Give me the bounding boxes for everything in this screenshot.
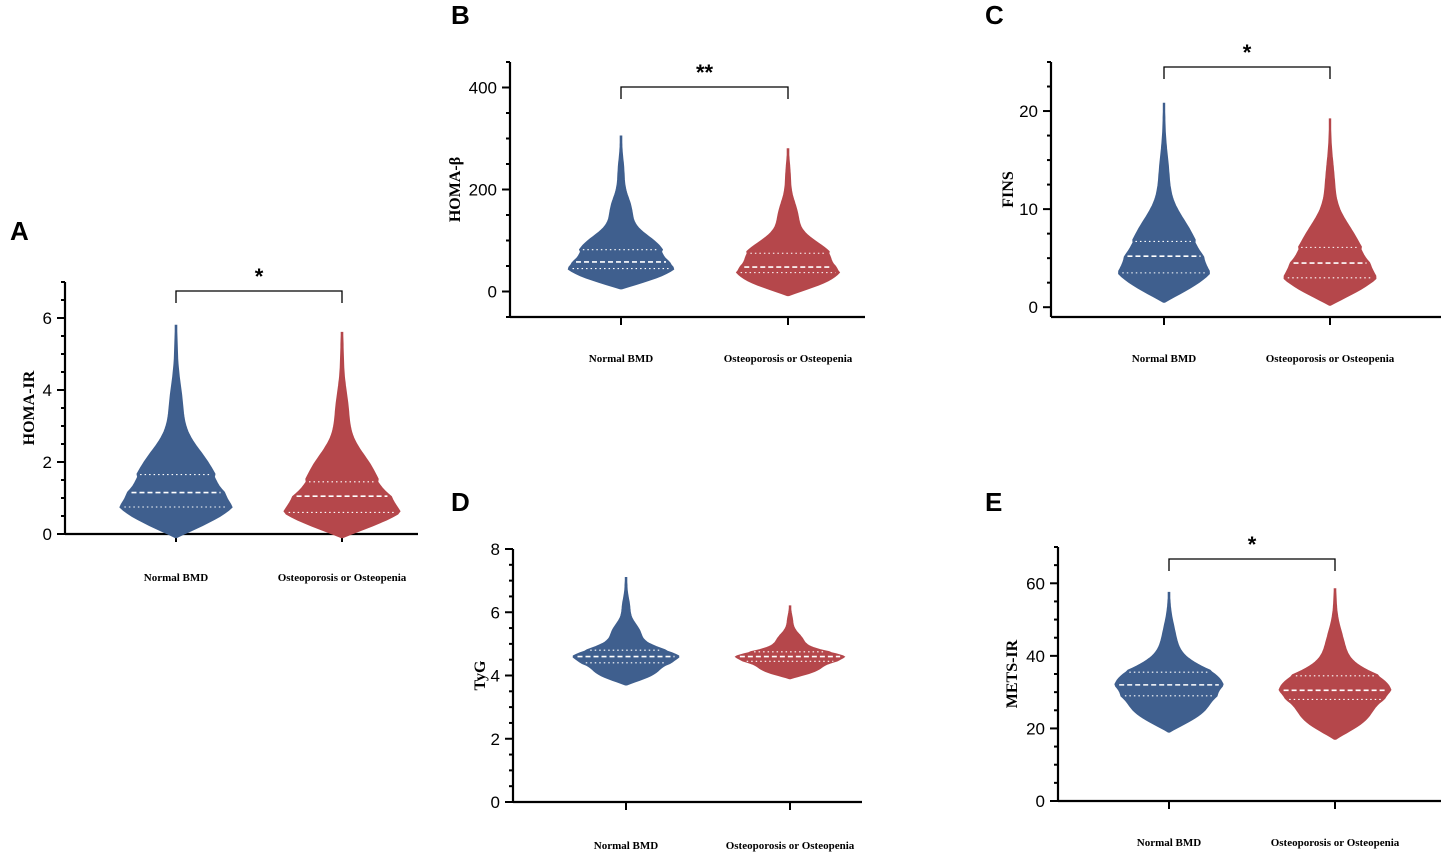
- x-category-label: Normal BMD: [1137, 837, 1202, 849]
- y-axis-title: METS-IR: [1004, 639, 1021, 708]
- violin-normal-bmd: [572, 577, 680, 686]
- panel-D: D 0 2 4 6 8 TyG Normal BMD Osteoporosis or Osteo…: [451, 487, 862, 852]
- y-tick-label: 0: [488, 283, 497, 302]
- y-tick-label: 6: [43, 309, 52, 328]
- x-category-label: Normal BMD: [1132, 353, 1197, 365]
- significance-bracket: [620, 86, 789, 99]
- panel-E: E 0 20 40 60 METS-IR Normal BMD Osteoporosis or…: [985, 487, 1441, 849]
- panel-letter: D: [451, 487, 470, 517]
- violin-normal-bmd: [119, 324, 233, 539]
- y-tick-label: 0: [1036, 792, 1045, 811]
- significance-bracket: [175, 290, 343, 303]
- significance-bracket: [1168, 558, 1336, 571]
- y-tick-label: 8: [491, 540, 500, 559]
- violin-normal-bmd: [1114, 591, 1224, 733]
- y-axis-title: FINS: [1000, 171, 1017, 208]
- y-axis-title: HOMA-β: [447, 157, 464, 222]
- significance-marker: *: [255, 264, 264, 289]
- panel-letter: C: [985, 0, 1004, 30]
- panel-letter: A: [10, 216, 29, 246]
- y-tick-label: 0: [491, 793, 500, 812]
- significance-bracket: [1163, 66, 1331, 79]
- y-tick-label: 40: [1026, 647, 1045, 666]
- y-axis-title: TyG: [472, 660, 489, 690]
- x-category-label: Osteoporosis or Osteopenia: [1271, 837, 1400, 849]
- violin-osteoporosis: [734, 605, 846, 680]
- y-tick-label: 20: [1019, 102, 1038, 121]
- x-category-label: Normal BMD: [589, 353, 654, 365]
- y-tick-label: 4: [491, 667, 500, 686]
- x-category-label: Osteoporosis or Osteopenia: [724, 353, 853, 365]
- y-tick-label: 4: [43, 381, 52, 400]
- significance-marker: *: [1248, 532, 1257, 557]
- x-category-label: Osteoporosis or Osteopenia: [278, 572, 407, 584]
- y-tick-label: 60: [1026, 574, 1045, 593]
- violin-osteoporosis: [283, 331, 401, 539]
- x-category-label: Osteoporosis or Osteopenia: [726, 840, 855, 852]
- panel-letter: E: [985, 487, 1002, 517]
- violin-osteoporosis: [1278, 588, 1392, 740]
- panel-C: C 0 10 20 FINS Normal BMD Osteoporosis or Oste…: [985, 0, 1441, 365]
- y-tick-label: 6: [491, 603, 500, 622]
- significance-marker: **: [696, 60, 714, 85]
- x-category-label: Normal BMD: [594, 840, 659, 852]
- y-axis-title: HOMA-IR: [21, 370, 38, 445]
- panel-B: B 0 200 400 HOMA-β Normal BMD Osteoporosis or …: [447, 0, 865, 365]
- y-tick-label: 0: [1029, 298, 1038, 317]
- violin-normal-bmd: [567, 135, 675, 290]
- x-category-label: Normal BMD: [144, 572, 209, 584]
- y-tick-label: 400: [469, 79, 497, 98]
- violin-normal-bmd: [1118, 102, 1210, 303]
- panel-A: A 0 2 4 6 HOMA-IR Normal BMD Osteoporosis or Os…: [10, 216, 418, 584]
- x-category-label: Osteoporosis or Osteopenia: [1266, 353, 1395, 365]
- violin-osteoporosis: [735, 148, 841, 297]
- panel-letter: B: [451, 0, 470, 30]
- y-tick-label: 200: [469, 181, 497, 200]
- significance-marker: *: [1243, 40, 1252, 65]
- y-tick-label: 2: [491, 730, 500, 749]
- y-tick-label: 10: [1019, 200, 1038, 219]
- y-tick-label: 20: [1026, 719, 1045, 738]
- y-tick-label: 2: [43, 453, 52, 472]
- y-tick-label: 0: [43, 525, 52, 544]
- violin-osteoporosis: [1283, 118, 1377, 306]
